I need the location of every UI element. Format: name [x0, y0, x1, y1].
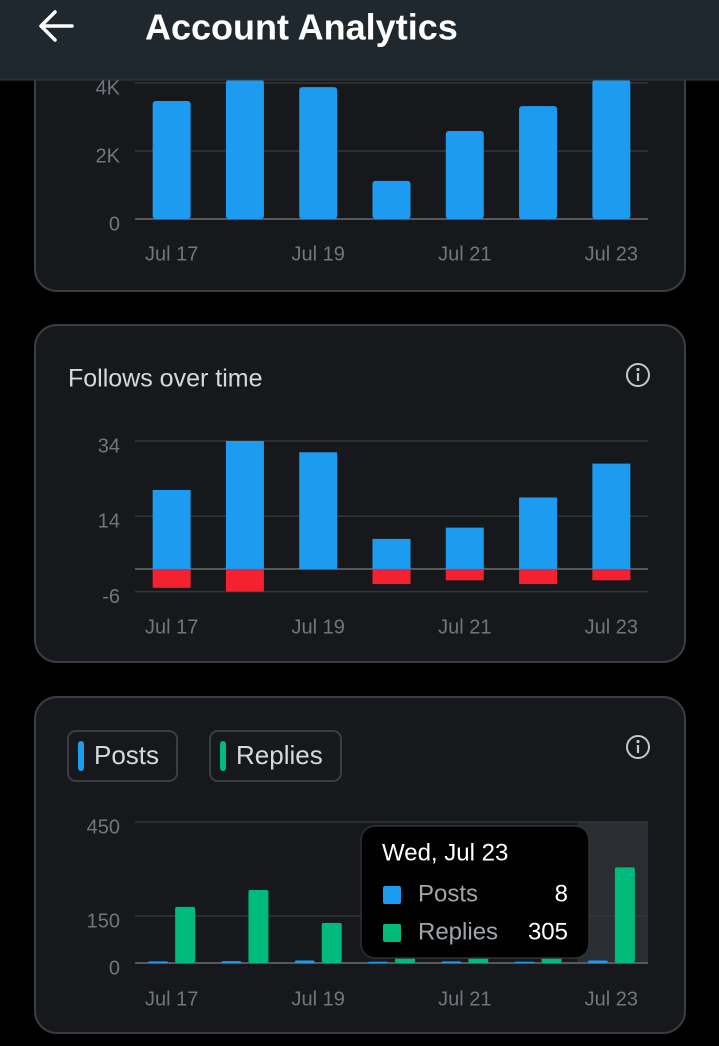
- y-tick-label: 0: [109, 957, 120, 979]
- legend-label: Replies: [236, 740, 323, 770]
- x-tick-label: Jul 23: [585, 243, 638, 265]
- bar: [152, 101, 191, 219]
- bar: [514, 961, 535, 963]
- y-tick-label: 2K: [96, 145, 121, 167]
- y-tick-label: 450: [87, 816, 120, 838]
- bar-segment: [372, 569, 411, 585]
- x-tick-label: Jul 23: [585, 616, 638, 638]
- tooltip: Wed, Jul 23 Posts 8 Replies 305: [360, 825, 590, 959]
- bar-segment: [445, 569, 484, 581]
- x-tick-label: Jul 19: [292, 988, 345, 1010]
- bar: [225, 79, 264, 219]
- x-tick-label: Jul 21: [438, 988, 491, 1010]
- y-tick-label: 150: [87, 910, 120, 932]
- bar: [592, 79, 631, 219]
- x-tick-label: Jul 17: [145, 616, 198, 638]
- x-tick-label: Jul 17: [145, 243, 198, 265]
- legend-label: Posts: [94, 740, 159, 770]
- tooltip-label: Replies: [418, 918, 498, 945]
- bar: [299, 87, 338, 219]
- bar: [221, 961, 242, 963]
- y-tick-label: 4K: [96, 77, 121, 99]
- bar: [321, 922, 342, 963]
- y-tick-label: 34: [98, 435, 120, 457]
- legend-chip[interactable]: Replies: [209, 730, 342, 782]
- legend-chip[interactable]: Posts: [67, 730, 178, 782]
- x-tick-label: Jul 21: [438, 616, 491, 638]
- bar-segment: [152, 489, 191, 570]
- tooltip-title: Wed, Jul 23: [382, 839, 508, 866]
- bar: [614, 867, 635, 963]
- tooltip-value: 305: [528, 918, 568, 945]
- y-tick-label: -6: [102, 586, 120, 608]
- bar: [372, 180, 411, 219]
- bar-segment: [225, 441, 264, 570]
- back-button[interactable]: [39, 10, 74, 42]
- tooltip-value: 8: [555, 880, 568, 907]
- header: Account Analytics: [0, 0, 719, 81]
- bar: [441, 961, 462, 963]
- x-tick-label: Jul 19: [292, 243, 345, 265]
- legend-swatch: [220, 741, 226, 771]
- bar-segment: [152, 569, 191, 588]
- bar: [445, 130, 484, 219]
- bar-segment: [445, 527, 484, 570]
- y-tick-label: 14: [98, 511, 120, 533]
- bar: [148, 961, 169, 963]
- info-icon[interactable]: [626, 363, 650, 387]
- bar: [248, 889, 269, 963]
- y-tick-label: 0: [109, 213, 120, 235]
- info-icon[interactable]: [626, 735, 650, 759]
- x-tick-label: Jul 21: [438, 243, 491, 265]
- legend-swatch: [78, 741, 84, 771]
- bar-segment: [225, 569, 264, 592]
- page-title: Account Analytics: [145, 7, 458, 48]
- chart-title: Follows over time: [68, 365, 263, 393]
- tooltip-swatch: [383, 886, 401, 904]
- x-tick-label: Jul 23: [585, 988, 638, 1010]
- x-tick-label: Jul 19: [292, 616, 345, 638]
- x-tick-label: Jul 17: [145, 988, 198, 1010]
- tooltip-swatch: [383, 924, 401, 942]
- bar: [519, 106, 558, 219]
- bar: [294, 960, 315, 963]
- bar-segment: [519, 569, 558, 585]
- bar-segment: [519, 497, 558, 570]
- bar-segment: [592, 569, 631, 581]
- bar-segment: [592, 463, 631, 570]
- tooltip-label: Posts: [418, 880, 478, 907]
- header-bar: [0, 0, 719, 80]
- charts: 0 2K 4K Jul 17 Jul 19 Jul 21 Jul 23 -6 14 34 Jul 1…: [87, 77, 648, 1010]
- bar: [587, 960, 608, 963]
- bar: [175, 906, 196, 963]
- bar: [368, 961, 388, 963]
- bar-segment: [372, 538, 411, 570]
- bar-segment: [299, 452, 338, 570]
